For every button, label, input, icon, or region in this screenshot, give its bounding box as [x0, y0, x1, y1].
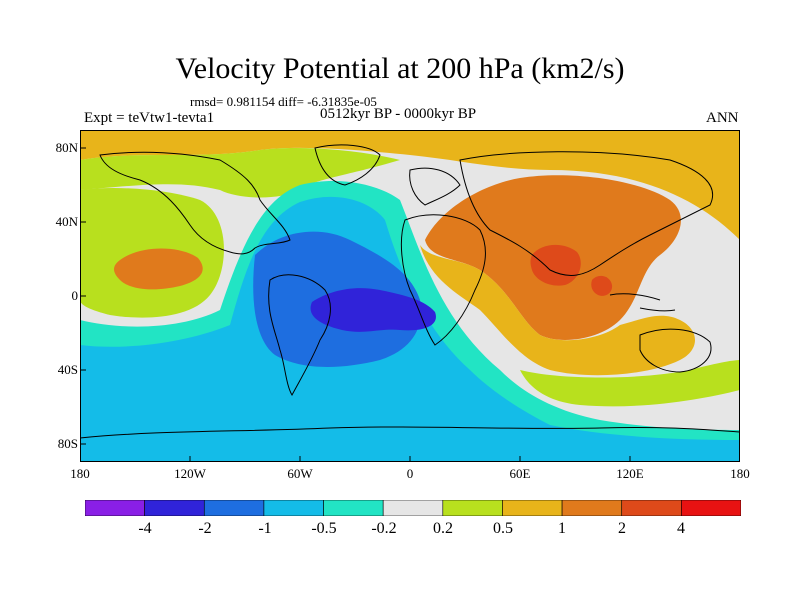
colorbar-swatch [263, 500, 324, 516]
colorbar-swatch [442, 500, 503, 516]
colorbar-swatch [85, 500, 145, 516]
colorbar-swatch [382, 500, 444, 516]
colorbar-swatch [203, 500, 265, 516]
period-label: 0512kyr BP - 0000kyr BP [320, 106, 477, 122]
contour-0.5-1-east [420, 245, 695, 376]
y-tick-80n: 80N [55, 140, 78, 155]
colorbar-swatch [323, 500, 384, 516]
x-tick-60w: 60W [287, 466, 313, 481]
colorbar-swatch [621, 500, 682, 516]
colorbar [85, 500, 741, 516]
colorbar-label: 0.2 [433, 520, 453, 537]
y-tick-80s: 80S [57, 436, 78, 451]
colorbar-label: -0.2 [371, 520, 397, 537]
colorbar-label: -0.5 [311, 520, 337, 537]
colorbar-swatch [144, 500, 205, 516]
x-tick-180w: 180 [70, 466, 90, 481]
colorbar-swatch [681, 500, 741, 516]
experiment-label: Expt = teVtw1-tevta1 [84, 110, 215, 126]
axis-ticks [80, 147, 740, 462]
x-tick-60e: 60E [509, 466, 531, 481]
colorbar-label: 0.5 [493, 520, 513, 537]
map-panel [80, 130, 740, 462]
colorbar-label: 4 [677, 520, 685, 537]
y-tick-40n: 40N [55, 214, 78, 229]
x-tick-180e: 180 [730, 466, 750, 481]
stats-label: rmsd= 0.981154 diff= -6.31835e-05 [190, 94, 377, 109]
colorbar-label: 2 [618, 520, 626, 537]
contour-0.5-1-north [80, 130, 740, 240]
contour-neg-4-2 [310, 288, 436, 332]
contour-1-2-west-pacific [114, 248, 203, 290]
colorbar-swatch [561, 500, 623, 516]
x-tick-0: 0 [406, 466, 414, 481]
y-tick-40s: 40S [57, 362, 78, 377]
y-tick-0: 0 [71, 288, 79, 303]
contour-0.2-0.5-north [80, 148, 400, 198]
plot-title: Velocity Potential at 200 hPa (km2/s) [175, 52, 625, 85]
colorbar-swatch [502, 500, 563, 516]
colorbar-label: -4 [138, 520, 152, 537]
colorbar-label: 1 [558, 520, 566, 537]
colorbar-label: -1 [258, 520, 272, 537]
x-tick-120e: 120E [616, 466, 644, 481]
contour-2-4-seasia [591, 275, 613, 296]
colorbar-label: -2 [198, 520, 212, 537]
season-label: ANN [706, 110, 739, 126]
coastlines [80, 144, 740, 439]
x-tick-120w: 120W [174, 466, 206, 481]
